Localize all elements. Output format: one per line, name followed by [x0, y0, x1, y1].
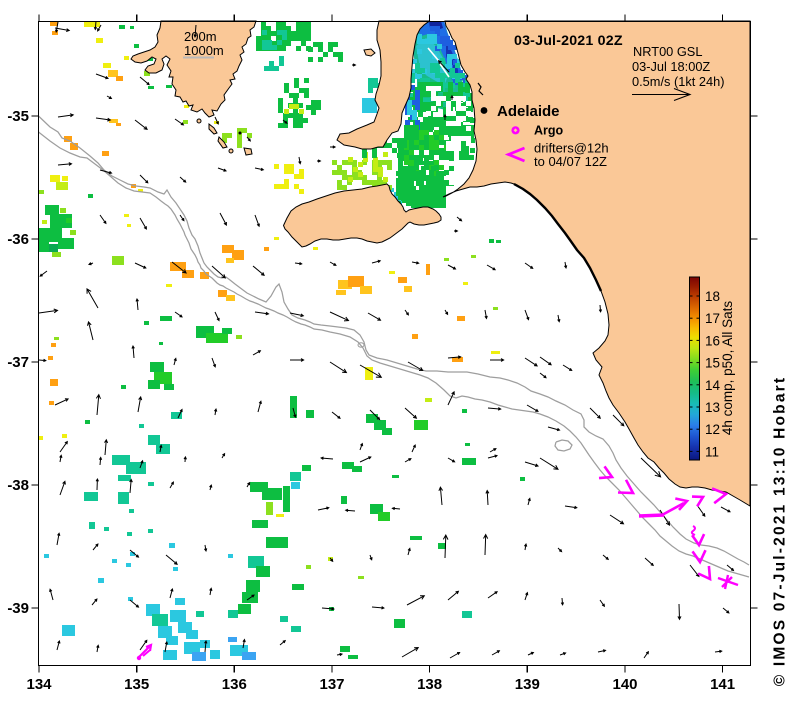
svg-text:4h comp, p50, All Sats: 4h comp, p50, All Sats: [720, 301, 735, 436]
svg-text:-35: -35: [7, 108, 29, 125]
svg-text:136: 136: [222, 676, 247, 693]
svg-text:138: 138: [417, 676, 442, 693]
svg-text:16: 16: [705, 333, 720, 348]
svg-text:137: 137: [319, 676, 344, 693]
svg-text:-36: -36: [7, 231, 29, 248]
svg-text:200m: 200m: [184, 29, 217, 44]
svg-text:-37: -37: [7, 354, 29, 371]
svg-text:134: 134: [26, 676, 52, 693]
svg-text:14: 14: [705, 378, 721, 393]
svg-text:Argo: Argo: [534, 124, 564, 138]
svg-text:135: 135: [124, 676, 149, 693]
svg-text:0.5m/s (1kt 24h): 0.5m/s (1kt 24h): [632, 74, 724, 89]
svg-text:140: 140: [612, 676, 637, 693]
svg-text:13: 13: [705, 400, 720, 415]
svg-text:03-Jul 18:00Z: 03-Jul 18:00Z: [632, 59, 710, 74]
svg-text:18: 18: [705, 289, 720, 304]
svg-text:1000m: 1000m: [184, 43, 224, 58]
svg-text:-39: -39: [7, 600, 29, 617]
svg-text:15: 15: [705, 356, 720, 371]
svg-text:© IMOS 07-Jul-2021 13:10 Hobar: © IMOS 07-Jul-2021 13:10 Hobart: [772, 376, 789, 687]
svg-text:11: 11: [705, 444, 719, 459]
svg-text:12: 12: [705, 422, 720, 437]
svg-text:-38: -38: [7, 477, 29, 494]
svg-text:141: 141: [710, 676, 735, 693]
svg-text:to 04/07 12Z: to 04/07 12Z: [534, 154, 607, 169]
svg-text:drifters@12h: drifters@12h: [534, 141, 609, 156]
svg-text:Adelaide: Adelaide: [497, 103, 560, 120]
svg-text:139: 139: [515, 676, 540, 693]
svg-text:17: 17: [705, 311, 720, 326]
svg-text:NRT00 GSL: NRT00 GSL: [633, 44, 702, 59]
svg-text:03-Jul-2021 02Z: 03-Jul-2021 02Z: [514, 33, 623, 49]
